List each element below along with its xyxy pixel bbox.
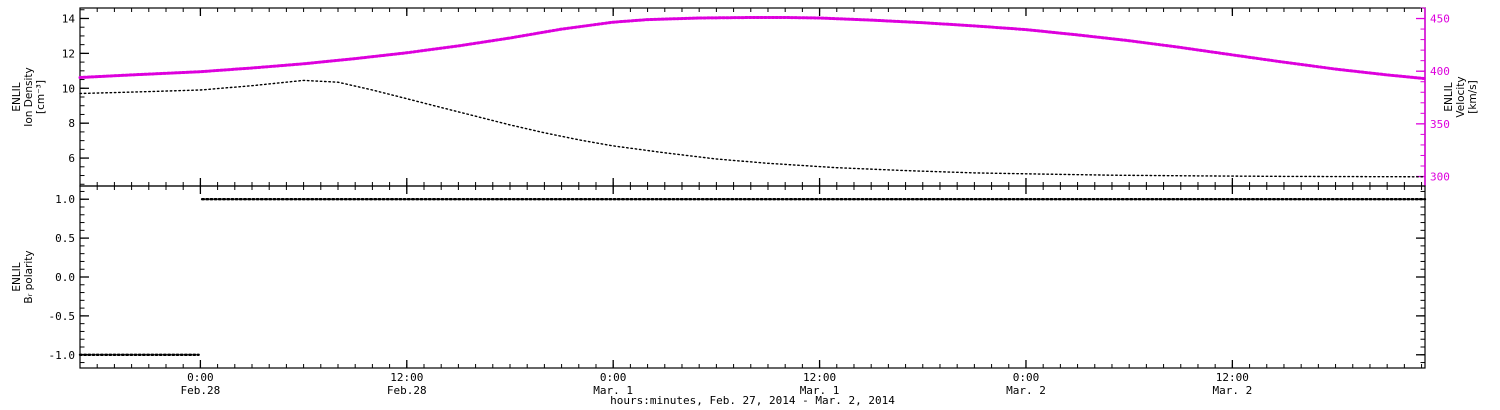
x-tick-date-label: Feb.28 [387,384,427,397]
x-axis-title: hours:minutes, Feb. 27, 2014 - Mar. 2, 2… [610,394,895,407]
density-velocity-panel-left-axis-tick-label: 14 [62,12,76,25]
polarity-panel-left-axis-tick-label: 1.0 [55,193,75,206]
x-tick-time-label: 12:00 [1216,371,1249,384]
x-tick-date-label: Mar. 1 [800,384,840,397]
density-velocity-panel-right-axis-tick-label: 400 [1430,65,1450,78]
velocity-series [78,16,1427,81]
density-velocity-panel-left-axis-tick-label: 8 [68,117,75,130]
density-axis-title-line3: [cm⁻³] [35,80,47,114]
density-velocity-panel-left-axis-tick-label: 12 [62,47,75,60]
density-velocity-panel-right-axis-tick-label: 350 [1430,118,1450,131]
density-velocity-panel-right-axis-tick-label: 300 [1430,171,1450,184]
polarity-panel-left-axis-tick-label: -0.5 [49,310,76,323]
x-tick-time-label: 0:00 [187,371,214,384]
density-velocity-panel-left-axis-tick-label: 10 [62,82,75,95]
polarity-panel-left-axis-tick-label: 0.0 [55,271,75,284]
x-tick-time-label: 12:00 [390,371,423,384]
x-tick-time-label: 0:00 [600,371,627,384]
polarity-axis-title-line1: ENLIL [11,262,23,291]
polarity-panel-left-axis-tick-label: -1.0 [49,349,76,362]
density-velocity-panel-right-axis-tick-label: 450 [1430,13,1450,26]
velocity-axis-title-line1: ENLIL [1443,82,1455,111]
density-velocity-panel-left-axis-tick-label: 6 [68,152,75,165]
x-tick-date-label: Mar. 2 [1212,384,1252,397]
x-tick-date-label: Feb.28 [181,384,221,397]
x-tick-time-label: 0:00 [1013,371,1040,384]
x-tick-date-label: Mar. 1 [593,384,633,397]
ion-density-series [79,79,1426,178]
velocity-axis-title-line3: [km/s] [1467,80,1479,114]
density-axis-title-line2: Ion Density [23,67,35,126]
polarity-axis-title-line2: Bᵣ polarity [23,250,35,303]
density-axis-title-line1: ENLIL [11,82,23,111]
density-velocity-panel-frame [79,7,1426,187]
x-tick-time-label: 12:00 [803,371,836,384]
x-tick-date-label: Mar. 2 [1006,384,1046,397]
polarity-panel-left-axis-tick-label: 0.5 [55,232,75,245]
velocity-axis-title-line2: Velocity [1455,76,1467,117]
polarity-panel-frame [79,185,1426,369]
